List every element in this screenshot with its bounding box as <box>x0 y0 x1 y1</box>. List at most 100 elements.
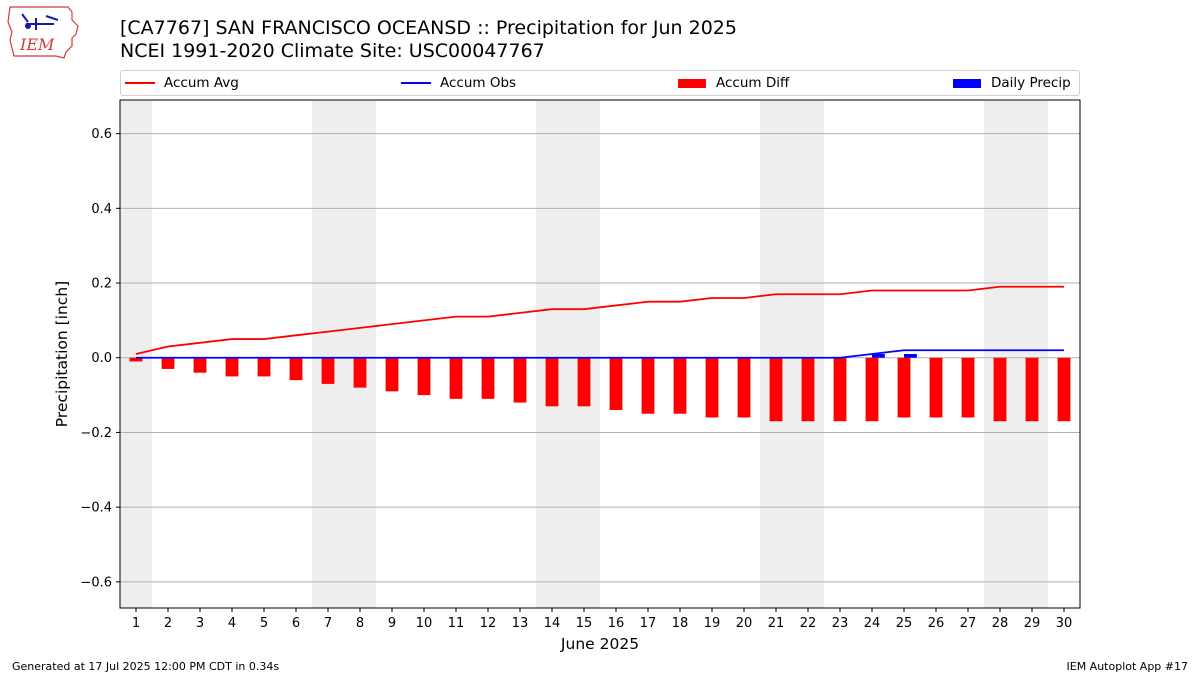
accum-diff-bar-14 <box>545 357 559 407</box>
x-tick-label-18: 18 <box>672 616 689 631</box>
accum-diff-bar-21 <box>769 357 783 422</box>
accum-diff-bar-24 <box>865 357 879 422</box>
x-axis-label: June 2025 <box>560 635 639 653</box>
x-tick-label-6: 6 <box>292 616 300 631</box>
legend-swatch-daily-precip <box>953 78 981 88</box>
x-tick-label-24: 24 <box>864 616 881 631</box>
x-tick-label-12: 12 <box>480 616 497 631</box>
daily-precip-bar-25 <box>904 354 917 358</box>
x-tick-label-16: 16 <box>608 616 625 631</box>
x-tick-label-22: 22 <box>800 616 817 631</box>
x-tick-label-5: 5 <box>260 616 268 631</box>
accum-diff-bar-22 <box>801 357 815 422</box>
accum-diff-bar-3 <box>193 357 207 373</box>
accum-avg-line <box>135 285 1064 355</box>
iem-logo: IEM <box>7 6 79 59</box>
accum-diff-bar-1 <box>129 357 143 362</box>
y-tick-label-5: 0.4 <box>91 202 112 217</box>
accum-diff-bar-11 <box>449 357 463 399</box>
accum-diff-bar-15 <box>577 357 591 407</box>
accum-diff-bar-16 <box>609 357 623 411</box>
footer-app: IEM Autoplot App #17 <box>1066 660 1189 673</box>
accum-diff-bar-9 <box>385 357 399 392</box>
chart-subtitle: NCEI 1991-2020 Climate Site: USC00047767 <box>120 40 545 62</box>
y-tick-label-1: −0.4 <box>80 501 112 516</box>
y-tick-label-2: −0.2 <box>80 426 112 441</box>
weekend-shade-5 <box>984 100 1048 608</box>
accum-diff-bar-13 <box>513 357 527 403</box>
x-tick-label-9: 9 <box>388 616 396 631</box>
x-tick-label-19: 19 <box>704 616 721 631</box>
legend-swatch-accum-diff <box>678 78 706 88</box>
accum-diff-bar-5 <box>257 357 271 377</box>
accum-diff-bar-25 <box>897 357 911 418</box>
footer-generated: Generated at 17 Jul 2025 12:00 PM CDT in… <box>12 660 280 673</box>
accum-diff-bar-19 <box>705 357 719 418</box>
accum-diff-bar-7 <box>321 357 335 384</box>
x-tick-label-3: 3 <box>196 616 204 631</box>
x-tick-label-27: 27 <box>960 616 977 631</box>
x-tick-label-2: 2 <box>164 616 172 631</box>
accum-diff-bar-23 <box>833 357 847 422</box>
accum-diff-bar-30 <box>1057 357 1071 422</box>
x-tick-label-10: 10 <box>416 616 433 631</box>
x-tick-label-15: 15 <box>576 616 593 631</box>
weekend-shade-4 <box>760 100 824 608</box>
chart-title: [CA7767] SAN FRANCISCO OCEANSD :: Precip… <box>120 17 737 39</box>
accum-diff-bar-27 <box>961 357 975 418</box>
logo-dot <box>25 23 31 29</box>
x-tick-label-21: 21 <box>768 616 785 631</box>
x-tick-label-11: 11 <box>448 616 465 631</box>
accum-diff-bar-28 <box>993 357 1007 422</box>
accum-diff-bar-29 <box>1025 357 1039 422</box>
legend-item-daily-precip: Daily Precip <box>953 71 1071 95</box>
legend-item-accum-avg: Accum Avg <box>125 71 239 95</box>
x-tick-label-14: 14 <box>544 616 561 631</box>
x-tick-label-4: 4 <box>228 616 236 631</box>
legend-item-accum-diff: Accum Diff <box>678 71 789 95</box>
x-tick-label-26: 26 <box>928 616 945 631</box>
x-tick-label-13: 13 <box>512 616 529 631</box>
accum-diff-bar-18 <box>673 357 687 414</box>
legend-label-accum-avg: Accum Avg <box>164 75 239 91</box>
legend-label-accum-diff: Accum Diff <box>716 75 790 91</box>
y-tick-label-6: 0.6 <box>91 127 112 142</box>
y-tick-label-3: 0.0 <box>91 351 112 366</box>
x-tick-label-17: 17 <box>640 616 657 631</box>
x-tick-label-20: 20 <box>736 616 753 631</box>
x-tick-label-30: 30 <box>1056 616 1073 631</box>
accum-diff-bar-6 <box>289 357 303 381</box>
logo-weather-glyph <box>21 13 59 30</box>
legend-swatch-accum-avg <box>125 82 155 84</box>
y-tick-label-4: 0.2 <box>91 277 112 292</box>
accum-diff-bar-20 <box>737 357 751 418</box>
accum-obs-line <box>136 349 1064 359</box>
legend: Accum Avg Accum Obs Accum Diff Daily Pre… <box>120 70 1080 96</box>
x-tick-label-1: 1 <box>132 616 140 631</box>
accum-diff-bar-26 <box>929 357 943 418</box>
accum-diff-bar-17 <box>641 357 655 414</box>
weekend-shade-3 <box>536 100 600 608</box>
accum-diff-bar-2 <box>161 357 175 369</box>
daily-precip-bar-24 <box>872 354 885 358</box>
accum-diff-bar-10 <box>417 357 431 396</box>
legend-label-daily-precip: Daily Precip <box>991 75 1071 91</box>
accum-diff-bar-12 <box>481 357 495 399</box>
x-tick-label-28: 28 <box>992 616 1009 631</box>
x-tick-label-7: 7 <box>324 616 332 631</box>
weekend-shade-2 <box>312 100 376 608</box>
legend-swatch-accum-obs <box>401 82 431 84</box>
plot-frame <box>119 99 1081 609</box>
legend-item-accum-obs: Accum Obs <box>401 71 516 95</box>
y-tick-label-0: −0.6 <box>80 575 112 590</box>
x-tick-label-23: 23 <box>832 616 849 631</box>
logo-text: IEM <box>19 35 55 54</box>
x-tick-label-29: 29 <box>1024 616 1041 631</box>
legend-label-accum-obs: Accum Obs <box>440 75 517 91</box>
y-axis-label: Precipitation [inch] <box>53 281 71 427</box>
accum-diff-bar-4 <box>225 357 239 377</box>
x-tick-label-25: 25 <box>896 616 913 631</box>
x-tick-label-8: 8 <box>356 616 364 631</box>
accum-diff-bar-8 <box>353 357 367 388</box>
